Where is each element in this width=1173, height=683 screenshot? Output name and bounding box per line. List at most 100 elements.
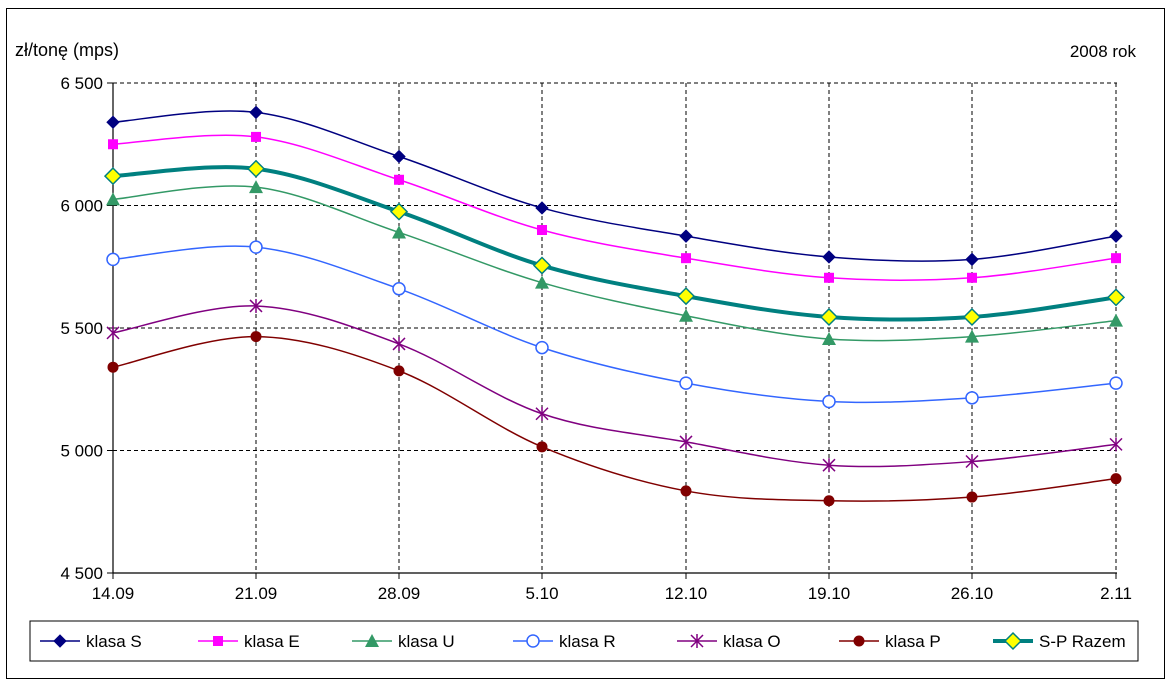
data-point [1109, 437, 1123, 452]
data-point [106, 325, 120, 340]
legend-label: klasa P [885, 632, 941, 651]
legend-marker [853, 635, 865, 647]
legend-marker [53, 634, 67, 648]
data-point [965, 454, 979, 469]
chart-frame: zł/tonę (mps) 2008 rok 4 500 5 000 5 500 6 … [6, 8, 1165, 679]
legend-marker [365, 634, 379, 647]
data-point [965, 391, 979, 405]
data-point [679, 376, 693, 390]
data-point [249, 240, 263, 254]
y-tick-label: 6 500 [60, 74, 103, 93]
data-point [536, 441, 548, 453]
legend-marker [1003, 631, 1023, 651]
x-tick-label: 26.10 [951, 584, 994, 603]
series-3 [106, 240, 1123, 409]
data-point [535, 406, 549, 421]
series-line [112, 305, 1117, 468]
data-point [535, 275, 549, 289]
data-point [966, 491, 978, 503]
data-point [822, 458, 836, 473]
series-line [112, 245, 1117, 404]
legend-label: klasa U [398, 632, 455, 651]
data-point [965, 329, 979, 343]
data-point [103, 167, 123, 186]
x-tick-label: 14.09 [92, 584, 135, 603]
data-point [532, 256, 552, 275]
data-point [251, 131, 261, 142]
data-point [1110, 473, 1122, 485]
data-point [819, 307, 839, 327]
x-tick-label: 12.10 [665, 584, 708, 603]
y-tick-label: 4 500 [60, 564, 103, 583]
y-tick-label: 5 000 [60, 442, 103, 461]
series-0 [106, 105, 1123, 267]
legend: klasa S klasa E klasa U klasa R klasa O klasa… [29, 620, 1139, 662]
data-point [106, 115, 120, 129]
data-point [680, 485, 692, 497]
data-point [965, 252, 979, 267]
y-tick-label: 6 000 [60, 197, 103, 216]
data-point [1109, 376, 1123, 390]
data-point [679, 229, 693, 243]
y-axis-label: zł/tonę (mps) [15, 40, 119, 60]
legend-label: S-P Razem [1039, 632, 1126, 651]
data-point [392, 282, 406, 296]
legend-label: klasa R [559, 632, 616, 651]
data-point [393, 365, 405, 377]
data-point [392, 149, 406, 164]
data-point [106, 192, 120, 206]
series-line [112, 134, 1117, 281]
y-ticks: 4 500 5 000 5 500 6 000 6 500 [60, 74, 113, 583]
series-group [103, 105, 1126, 507]
data-point [1106, 288, 1126, 307]
data-point [106, 252, 120, 267]
line-chart: zł/tonę (mps) 2008 rok 4 500 5 000 5 500 6 … [15, 40, 1139, 662]
series-2 [106, 180, 1123, 346]
x-tick-label: 21.09 [235, 584, 278, 603]
data-point [1109, 229, 1123, 243]
data-point [535, 340, 549, 355]
data-point [1111, 253, 1121, 264]
x-tick-label: 2.11 [1100, 584, 1132, 603]
data-point [535, 201, 549, 215]
data-point [537, 225, 547, 235]
data-point [108, 139, 118, 150]
y-tick-label: 5 500 [60, 319, 103, 338]
series-line [112, 165, 1117, 322]
series-1 [108, 131, 1121, 283]
series-5 [107, 331, 1122, 507]
data-point [822, 250, 836, 264]
legend-marker [526, 634, 540, 648]
data-point [676, 287, 696, 306]
series-6 [103, 159, 1126, 327]
data-point [1109, 313, 1123, 327]
legend-marker [213, 636, 223, 646]
data-point [107, 361, 119, 373]
data-point [394, 174, 404, 185]
data-point [823, 495, 835, 507]
legend-label: klasa E [244, 632, 300, 651]
data-point [822, 332, 836, 346]
x-ticks: 14.09 21.09 28.09 5.10 12.10 19.10 26.10 2.11 [92, 573, 1132, 603]
data-point [250, 331, 262, 343]
year-annotation: 2008 rok [1070, 42, 1137, 61]
data-point [246, 159, 266, 178]
series-line [112, 110, 1117, 262]
x-tick-label: 28.09 [378, 584, 421, 603]
legend-label: klasa S [86, 632, 142, 651]
x-tick-label: 19.10 [808, 584, 851, 603]
data-point [249, 105, 263, 120]
data-point [249, 180, 263, 194]
data-point [681, 253, 691, 264]
data-point [967, 272, 977, 283]
legend-marker [690, 634, 704, 648]
data-point [679, 308, 693, 322]
legend-label: klasa O [723, 632, 781, 651]
series-4 [106, 298, 1123, 473]
data-point [392, 336, 406, 351]
data-point [679, 434, 693, 449]
series-line [112, 185, 1117, 342]
x-tick-label: 5.10 [525, 584, 558, 603]
data-point [824, 272, 834, 283]
data-point [822, 394, 836, 409]
